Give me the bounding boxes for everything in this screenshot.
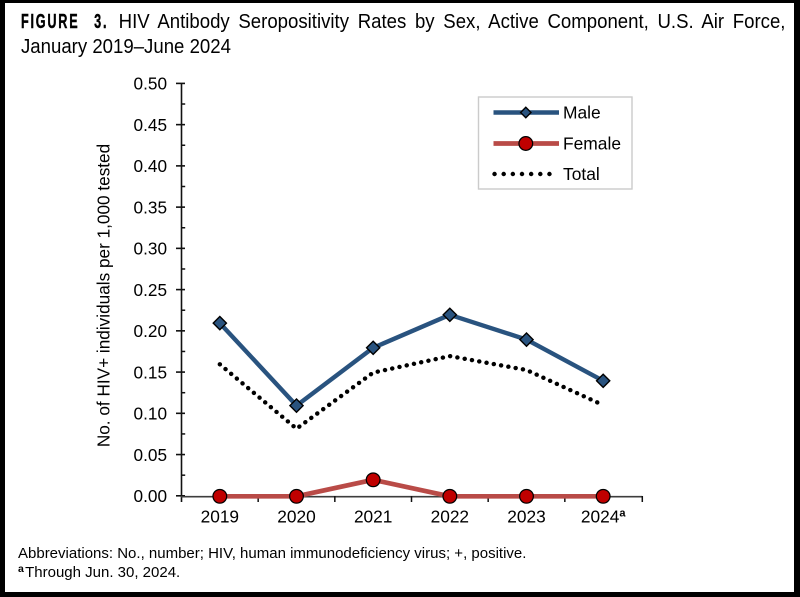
svg-text:0.25: 0.25 (134, 280, 167, 300)
svg-text:2021: 2021 (354, 507, 392, 527)
svg-text:2024a: 2024a (581, 507, 626, 527)
svg-text:0.20: 0.20 (134, 321, 167, 341)
svg-text:2019: 2019 (201, 507, 239, 527)
svg-text:0.45: 0.45 (134, 115, 167, 135)
svg-text:0.00: 0.00 (134, 486, 167, 506)
svg-text:0.10: 0.10 (134, 404, 167, 424)
svg-text:0.30: 0.30 (134, 239, 167, 259)
svg-text:0.50: 0.50 (134, 74, 167, 94)
svg-text:No. of HIV+ individuals per 1,: No. of HIV+ individuals per 1,000 tested (94, 144, 114, 447)
svg-text:0.35: 0.35 (134, 197, 167, 217)
svg-text:Total: Total (563, 164, 600, 184)
svg-text:Female: Female (563, 134, 621, 154)
svg-text:2020: 2020 (277, 507, 315, 527)
svg-text:0.05: 0.05 (134, 445, 167, 465)
svg-text:2022: 2022 (431, 507, 469, 527)
svg-text:2023: 2023 (507, 507, 545, 527)
svg-text:0.15: 0.15 (134, 362, 167, 382)
svg-text:Male: Male (563, 103, 601, 123)
svg-text:0.40: 0.40 (134, 156, 167, 176)
